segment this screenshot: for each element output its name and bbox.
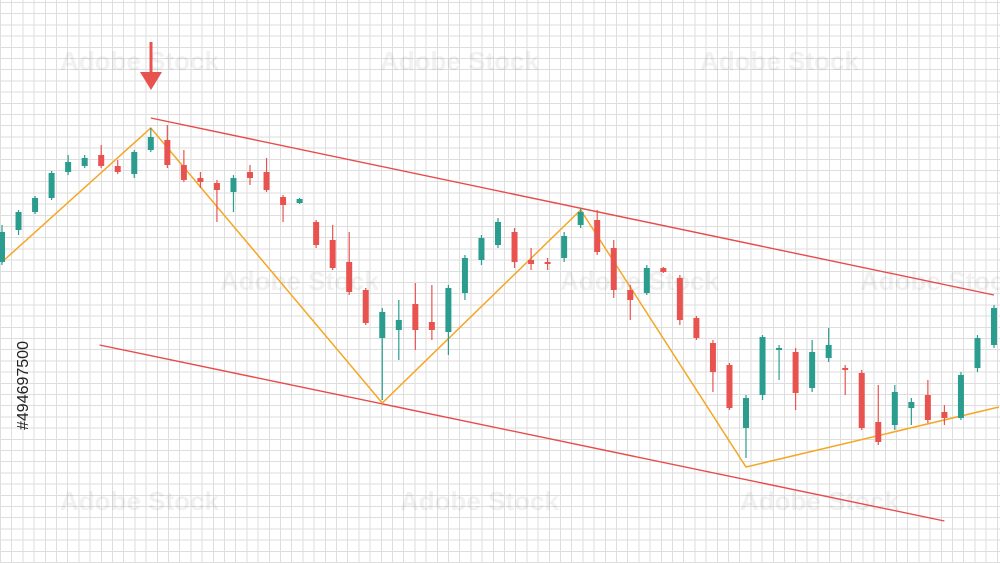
candle-body (528, 260, 535, 264)
channel-line (150, 117, 995, 296)
candle-body (98, 155, 105, 166)
candle-body (213, 183, 220, 190)
watermark: Adobe Stock (60, 46, 219, 76)
candle-body (792, 352, 799, 393)
candle-body (924, 395, 931, 420)
candle-body (395, 320, 402, 330)
candle-body (147, 137, 154, 150)
candle-body (180, 165, 187, 180)
candle-body (412, 304, 419, 330)
candle-body (627, 290, 634, 300)
candle-body (230, 178, 237, 192)
watermark: Adobe Stock (560, 266, 719, 296)
candle-body (511, 232, 518, 262)
candle-body (48, 173, 55, 198)
candle-body (842, 368, 849, 370)
candle-body (610, 248, 617, 290)
zigzag-line (1, 126, 1000, 468)
candle-body (131, 152, 138, 174)
candle-body (445, 288, 452, 332)
candle-body (495, 222, 501, 245)
arrow (140, 42, 162, 90)
candle-body (660, 268, 667, 272)
watermark-id: #494697500 (15, 341, 32, 430)
candle-body (15, 212, 22, 230)
candle-body (263, 172, 270, 190)
candle-body (957, 375, 964, 418)
watermark: Adobe Stock (60, 486, 219, 516)
candle-body (908, 402, 915, 408)
watermark: Adobe Stock (740, 486, 899, 516)
candle-body (247, 172, 253, 178)
candle-body (577, 212, 584, 225)
candle-body (461, 258, 468, 293)
candle-body (280, 197, 287, 205)
candle-body (544, 262, 551, 264)
candle-body (991, 308, 997, 345)
candle-body (643, 268, 650, 293)
candle-body (478, 238, 485, 260)
candle-body (32, 198, 39, 212)
candle-body (709, 343, 716, 372)
candle-body (379, 312, 386, 338)
watermark: Adobe Stock (700, 46, 859, 76)
candle-body (776, 348, 783, 350)
candle-body (594, 220, 601, 252)
candle-body (296, 199, 303, 203)
candle-body (164, 140, 171, 165)
candle-body (114, 166, 121, 172)
candle-body (891, 392, 898, 425)
candle-body (676, 278, 683, 320)
channel-line (99, 344, 945, 522)
candle-body (858, 373, 865, 428)
candle-body (346, 262, 353, 292)
candle-body (941, 412, 948, 418)
candle-body (875, 422, 882, 442)
watermark: Adobe Stock (220, 266, 379, 296)
candle-body (974, 338, 981, 368)
candle-body (197, 178, 204, 182)
watermarks: Adobe Stock Adobe Stock Adobe Stock Adob… (60, 46, 1000, 516)
watermark: Adobe Stock (400, 486, 559, 516)
candle-body (428, 322, 435, 330)
candle-body (81, 158, 88, 166)
watermark: Adobe Stock (380, 46, 539, 76)
candle-body (65, 162, 72, 172)
candle-body (313, 222, 320, 245)
arrow-head (140, 72, 162, 90)
candle-body (0, 232, 5, 262)
candle-body (743, 398, 749, 428)
candle-body (693, 318, 700, 338)
candle-body (825, 345, 832, 358)
candle-body (362, 290, 369, 323)
candle-body (329, 240, 336, 268)
candle-body (759, 337, 766, 395)
candle-body (809, 352, 816, 388)
candle-body (726, 365, 733, 408)
candle-body (561, 236, 568, 258)
